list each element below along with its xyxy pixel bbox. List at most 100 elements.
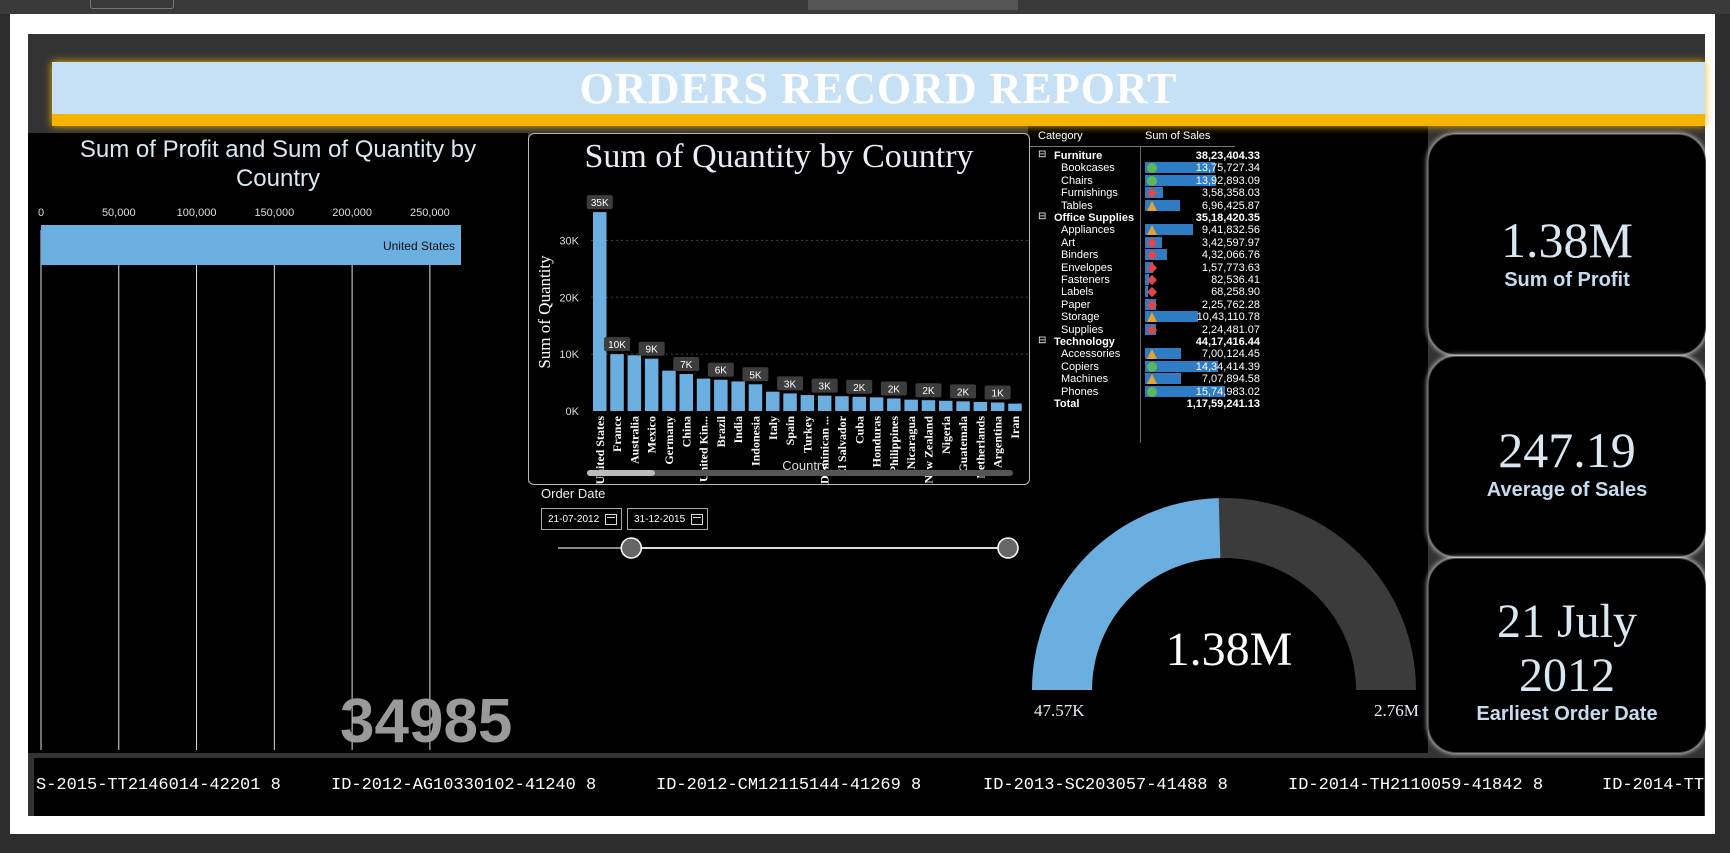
bar [610,354,624,411]
x-tick-label: Mexico [645,416,659,453]
chart-scrollbar-thumb[interactable] [587,470,655,476]
collapse-icon[interactable]: ⊟ [1038,335,1047,346]
matrix-row[interactable]: Art 3,42,597.97 [1030,236,1430,249]
x-tick-label: Netherlands [973,416,987,479]
triangle-indicator-icon [1147,200,1157,211]
bar [593,212,607,411]
y-tick-label: 0K [566,406,580,418]
sales-data-bar [1145,360,1218,372]
bar [921,400,936,411]
matrix-row[interactable]: ⊟ Office Supplies 35,18,420.35 [1030,211,1430,224]
sales-data-bar [1145,348,1181,360]
x-axis-label: Country [782,458,828,473]
matrix-row[interactable]: Storage 10,43,110.78 [1030,311,1430,323]
matrix-category-label: Art [1061,236,1076,249]
matrix-row[interactable]: Envelopes 1,57,773.63 [1030,261,1430,274]
matrix-row[interactable]: Labels 68,258.90 [1030,286,1430,298]
data-label: 7K [680,360,693,371]
calendar-icon[interactable] [605,514,617,525]
circle-indicator-icon [1147,163,1157,174]
profit-chart-title-line2: Country [235,165,321,192]
matrix-row[interactable]: Total 1,17,59,241.13 [1030,398,1430,410]
y-tick-label: 20K [559,292,579,304]
data-label-bg [950,384,977,399]
data-label: 2K [853,383,866,394]
data-label-bg [707,362,734,377]
bar [627,355,642,411]
triangle-indicator-icon [1147,374,1157,385]
data-label-bg [984,385,1011,400]
matrix-row[interactable]: Chairs 13,92,893.09 [1030,174,1430,187]
report-title: ORDERS RECORD REPORT [579,63,1178,113]
matrix-row[interactable]: ⊟ Technology 44,17,416.44 [1030,335,1430,348]
bar [644,358,659,411]
x-tick-label: United Kin... [697,416,711,482]
matrix-row[interactable]: ⊟ Furniture 38,23,404.33 [1030,149,1430,162]
ticker-item: ID-2012-CM12115144-41269 8 [656,776,922,795]
matrix-category-label: Envelopes [1061,261,1113,274]
sales-data-bar [1145,224,1193,236]
bar [731,381,745,411]
collapse-icon[interactable]: ⊟ [1038,211,1047,222]
bar [817,395,832,411]
slider-end-handle[interactable] [997,537,1019,559]
matrix-row[interactable]: Binders 4,32,066.76 [1030,249,1430,261]
slider-start-handle[interactable] [620,537,643,559]
x-tick-label: Nicaragua [904,416,918,469]
matrix-row[interactable]: Paper 2,25,762.28 [1030,298,1430,311]
matrix-category-label: Total [1054,398,1080,410]
matrix-category-label: Accessories [1061,348,1121,361]
start-date-input[interactable]: 21-07-2012 [541,508,622,530]
end-date-input[interactable]: 31-12-2015 [627,508,708,530]
chart-scrollbar[interactable] [587,470,1013,476]
toolbar-scroll-handle[interactable] [808,0,1018,10]
x-tick-label: Guatemala [956,416,970,473]
matrix-sales-value: 4,32,066.76 [1201,249,1260,262]
matrix-row[interactable]: Tables 6,96,425.87 [1030,199,1430,212]
data-label: 10K [608,340,626,351]
matrix-row[interactable]: Accessories 7,00,124.45 [1030,348,1430,360]
diamond-indicator-icon [1146,287,1158,298]
bar [714,379,728,411]
matrix-header-sales: Sum of Sales [1145,130,1211,142]
bar [800,395,815,411]
date-range-slider[interactable] [548,536,1026,560]
matrix-row[interactable]: Fasteners 82,536.41 [1030,274,1430,286]
matrix-category-label: Phones [1061,385,1099,398]
gauge-value: 1.38M [1165,623,1293,676]
matrix-row[interactable]: Phones 15,74,983.02 [1030,385,1430,398]
bar [41,225,461,265]
circle-indicator-icon [1147,361,1157,372]
gauge-min-label: 47.57K [1034,701,1085,720]
collapse-icon[interactable]: ⊟ [1038,149,1047,160]
x-tick-label: Nigeria [939,416,953,454]
matrix-row[interactable]: Supplies 2,24,481.07 [1030,323,1430,336]
x-tick-label: Philippines [887,416,901,474]
x-tick-label: Honduras [870,416,884,468]
matrix-row[interactable]: Bookcases 13,75,727.34 [1030,162,1430,174]
matrix-sales-value: 15,74,983.02 [1195,385,1260,398]
calendar-icon[interactable] [691,514,703,525]
matrix-category-label: Technology [1054,336,1115,348]
data-label-bg [673,357,700,372]
toolbar-tab[interactable] [90,0,174,9]
matrix-category-label: Supplies [1061,323,1104,336]
matrix-sales-value: 6,96,425.87 [1201,199,1260,212]
kpi-date-line2: 2012 [1519,649,1615,702]
profit-chart-title-line1: Sum of Profit and Sum of Quantity by [79,136,477,163]
matrix-category-label: Chairs [1061,174,1093,187]
matrix-row[interactable]: Machines 7,07,894.58 [1030,373,1430,385]
x-tick-label: 0 [38,207,44,219]
matrix-row[interactable]: Copiers 14,34,414.39 [1030,360,1430,373]
kpi-card-profit: 1.38M Sum of Profit [1428,134,1706,355]
matrix-row[interactable]: Furnishings 3,58,358.03 [1030,187,1430,199]
x-tick-label: Australia [627,416,641,464]
matrix-sales-value: 44,17,416.44 [1195,336,1260,348]
ticker-item: ID-2012-AG10330102-41240 8 [331,776,597,795]
matrix-category-label: Furniture [1054,150,1103,162]
matrix-row[interactable]: Appliances 9,41,832.56 [1030,224,1430,236]
profit-gauge [1032,498,1416,690]
data-label-bg [742,367,769,382]
gauge-max-label: 2.76M [1374,701,1419,720]
quantity-chart-panel: Sum of Quantity by Country 0K 10K 20K 30K Su… [528,133,1030,485]
